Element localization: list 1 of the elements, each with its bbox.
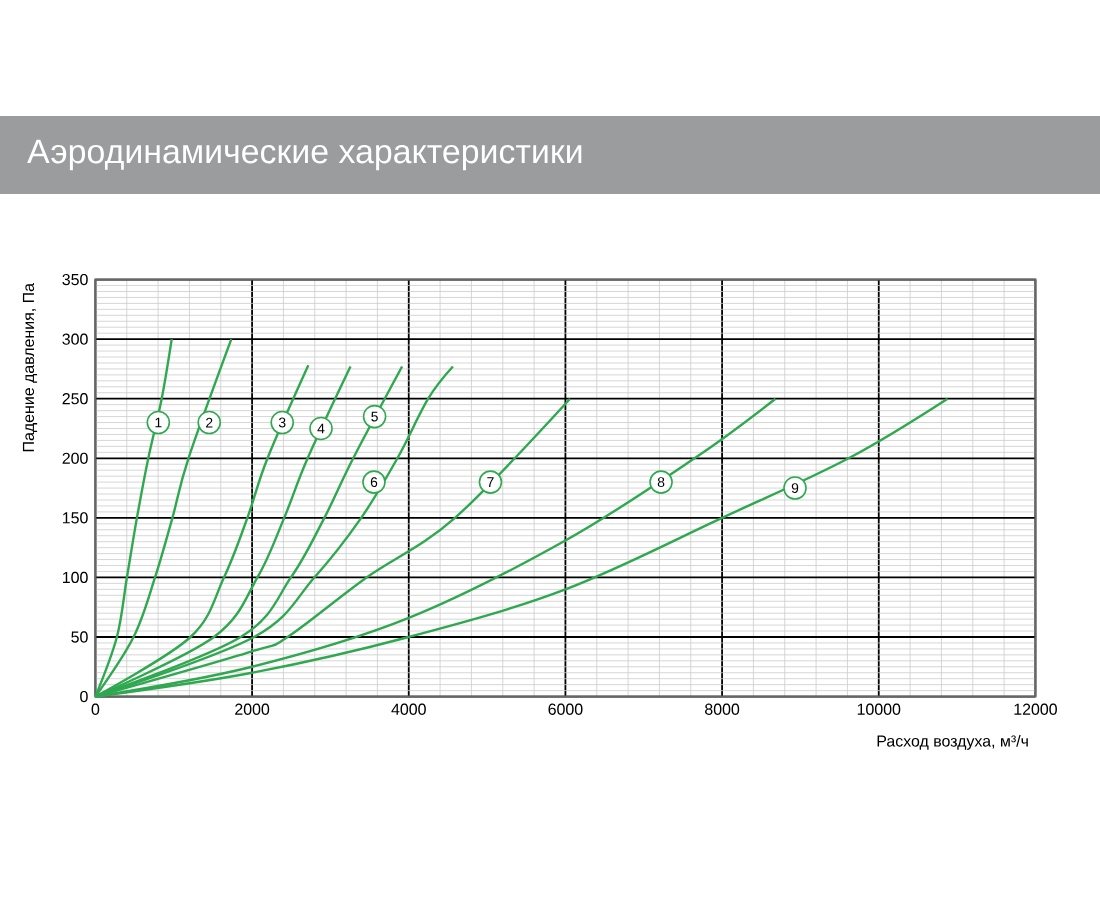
chart-title: Аэродинамические характеристики bbox=[27, 139, 582, 171]
